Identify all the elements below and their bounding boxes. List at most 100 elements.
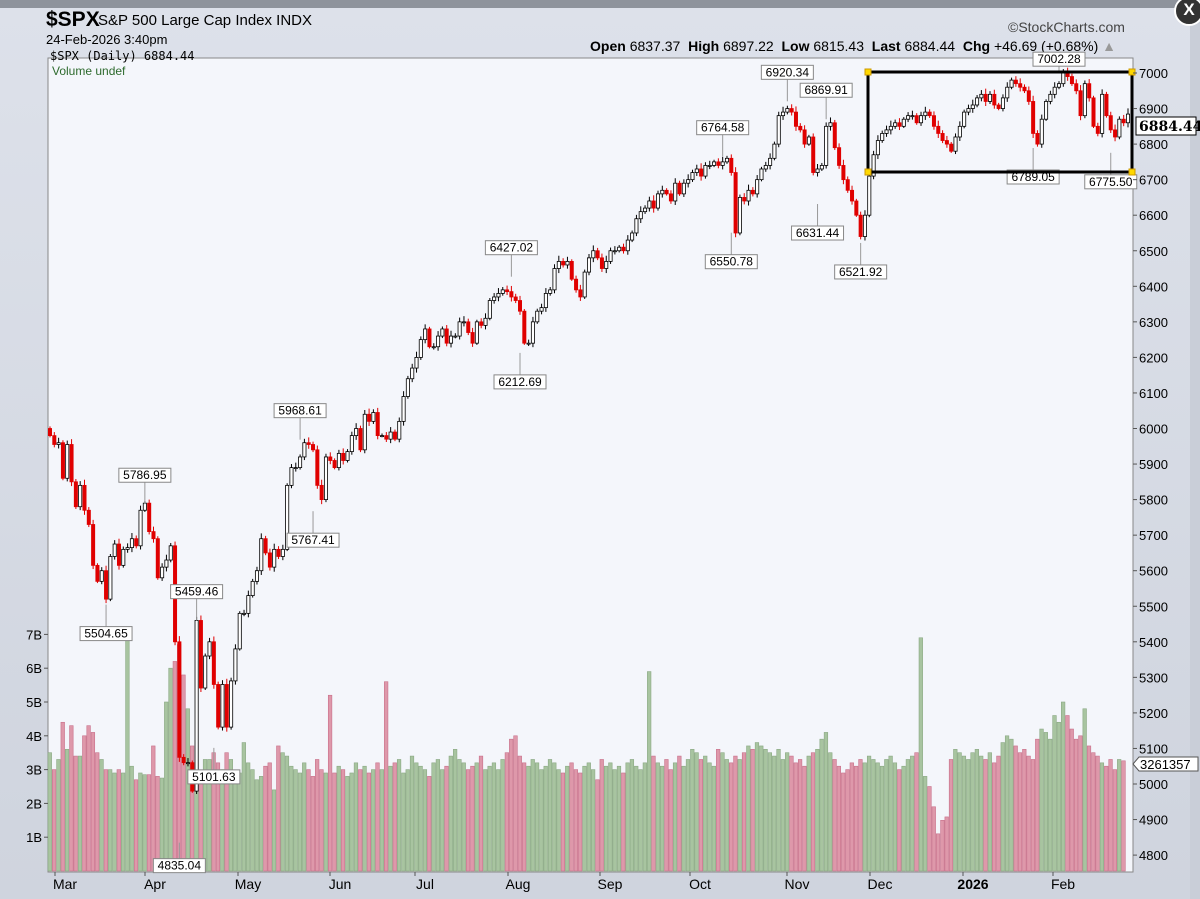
volume-bar [340,769,346,872]
candle-body [720,161,725,166]
candle-body [289,467,294,486]
candle-body [871,154,876,177]
volume-bar [138,772,143,872]
volume-bar [513,735,518,872]
candle-body [108,556,113,600]
volume-bar [90,732,96,872]
volume-bar [974,749,979,872]
candle-body [686,179,691,184]
candle-body [875,140,880,156]
candle-body [509,291,514,298]
volume-bar [52,769,57,872]
y-tick-label: 6100 [1139,386,1168,401]
candle-body [1095,125,1100,134]
candle-body [518,300,523,312]
candle-body [979,93,984,99]
candle-body [147,502,152,532]
volume-bar [1108,759,1113,872]
volume-bar [349,772,354,872]
candle-body [354,428,359,437]
selection-rectangle [866,70,1134,174]
plot-area [47,57,1134,873]
candle-body [625,239,630,252]
candle-body [755,179,760,195]
volume-bar [651,755,656,872]
candle-body [198,620,203,689]
volume-bar [1091,752,1096,872]
volume-bar [142,774,147,872]
candle-body [155,538,160,579]
volume-bar [526,765,531,872]
symbol: $SPX [46,8,100,31]
volume-bar [1035,738,1040,872]
brand-watermark: ©StockCharts.com [1008,19,1125,35]
collapse-icon[interactable]: ▲ [1102,38,1116,54]
volume-bar [517,755,522,872]
volume-bar [470,765,475,872]
annotation-label: 6775.50 [1089,175,1133,189]
candle-body [880,133,885,141]
volume-bar [660,765,665,872]
volume-bar [530,759,535,872]
volume-bar [392,762,397,872]
volume-bar [409,755,415,872]
volume-bar [246,762,251,872]
candle-body [1044,101,1049,120]
annotation-label: 5101.63 [192,770,236,784]
volume-bar [823,732,829,872]
y-tick-label: 6700 [1139,173,1168,188]
x-tick-label: Jul [416,876,434,892]
volume-bar [793,762,798,872]
volume-bar [440,769,445,872]
candle-body [910,115,915,118]
candle-body [888,125,893,131]
volume-bar [1048,738,1053,872]
volume-bar [953,749,958,872]
candle-body [466,321,471,333]
candle-body [970,104,975,109]
volume-bar [358,769,363,872]
volume-bar [586,762,591,872]
annotation-label: 6212.69 [498,375,542,389]
candle-body [703,165,708,177]
candle-body [772,143,777,159]
volume-bar [112,772,117,872]
volume-bar [379,769,384,872]
volume-bar [1052,715,1057,872]
volume-bar [690,749,695,872]
candle-body [418,339,423,358]
volume-bar [1095,755,1100,872]
candle-body [405,378,410,397]
chg-value: +46.69 (+0.68%) [993,38,1099,54]
candle-body [556,261,561,269]
candle-body [341,452,346,461]
candle-body [242,612,247,615]
volume-bar [772,755,777,872]
candle-body [82,484,87,511]
candle-body [104,570,109,600]
volume-bar [77,755,83,872]
candle-body [862,214,867,237]
candle-body [362,413,367,451]
annotation-label: 6521.92 [839,265,883,279]
candle-body [392,431,397,440]
chg-label: Chg [962,38,991,54]
candle-body [815,168,820,173]
volume-bar [254,779,259,872]
candle-body [655,193,660,209]
volume-bar [625,762,630,872]
y-tick-label: 5200 [1139,706,1168,721]
volume-bar [1065,715,1070,872]
candle-body [750,189,755,195]
volume-bar [271,789,277,872]
close-button[interactable]: X [1174,0,1200,26]
volume-bar [289,765,294,872]
volume-bar [496,769,501,872]
candle-body [487,300,492,319]
volume-bar [591,769,596,872]
volume-bar [1073,738,1079,872]
candle-body [828,122,833,127]
candle-body [427,328,432,348]
volume-bar [552,762,557,872]
volume-bar [401,772,406,872]
